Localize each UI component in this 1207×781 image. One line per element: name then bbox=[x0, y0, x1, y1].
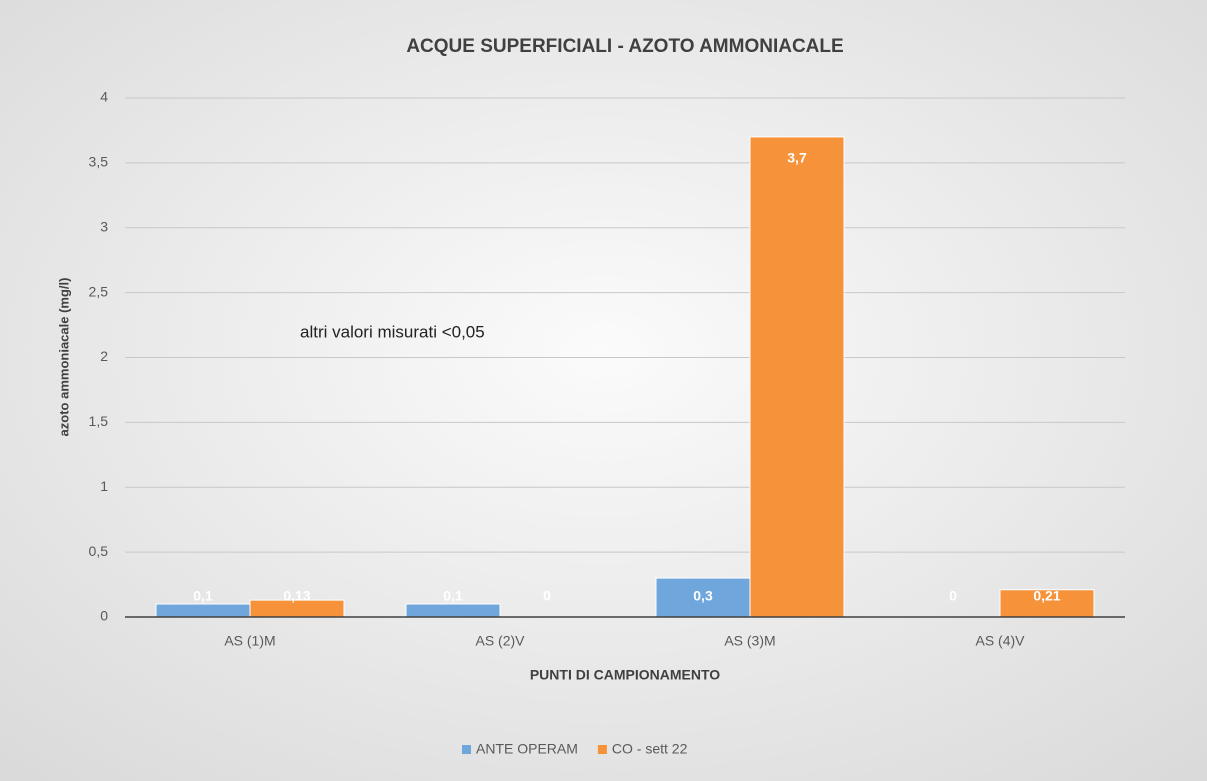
data-label: 0,1 bbox=[193, 588, 213, 604]
bar bbox=[155, 603, 251, 618]
legend-label: ANTE OPERAM bbox=[476, 741, 578, 757]
x-tick-label: AS (4)V bbox=[975, 633, 1025, 649]
data-label: 0,21 bbox=[1033, 588, 1060, 604]
y-tick-label: 0,5 bbox=[89, 543, 109, 559]
y-tick-label: 2 bbox=[100, 348, 108, 364]
bar bbox=[655, 577, 751, 618]
data-label: 0,13 bbox=[283, 588, 310, 604]
annotation: altri valori misurati <0,05 bbox=[300, 322, 485, 341]
bar bbox=[749, 136, 845, 618]
bar bbox=[999, 589, 1095, 618]
data-label: 3,7 bbox=[787, 150, 807, 166]
x-axis-title: PUNTI DI CAMPIONAMENTO bbox=[530, 667, 720, 683]
x-tick-label: AS (1)M bbox=[224, 633, 275, 649]
bar bbox=[405, 603, 501, 618]
legend-label: CO - sett 22 bbox=[612, 741, 688, 757]
y-tick-label: 4 bbox=[100, 89, 108, 105]
y-tick-label: 1 bbox=[100, 478, 108, 494]
data-label: 0,3 bbox=[693, 588, 713, 604]
x-tick-label: AS (3)M bbox=[724, 633, 775, 649]
data-label: 0 bbox=[543, 588, 551, 604]
y-tick-label: 3,5 bbox=[89, 154, 109, 170]
x-tick-label: AS (2)V bbox=[475, 633, 525, 649]
data-label: 0,1 bbox=[443, 588, 463, 604]
data-label: 0 bbox=[949, 588, 957, 604]
y-axis-title: azoto ammoniacale (mg/l) bbox=[56, 278, 71, 437]
y-tick-label: 0 bbox=[100, 608, 108, 624]
chart-title: ACQUE SUPERFICIALI - AZOTO AMMONIACALE bbox=[406, 36, 843, 57]
legend-swatch bbox=[462, 745, 471, 754]
y-tick-label: 1,5 bbox=[89, 413, 109, 429]
y-tick-label: 2,5 bbox=[89, 283, 109, 299]
y-tick-label: 3 bbox=[100, 218, 108, 234]
legend-swatch bbox=[597, 745, 607, 754]
